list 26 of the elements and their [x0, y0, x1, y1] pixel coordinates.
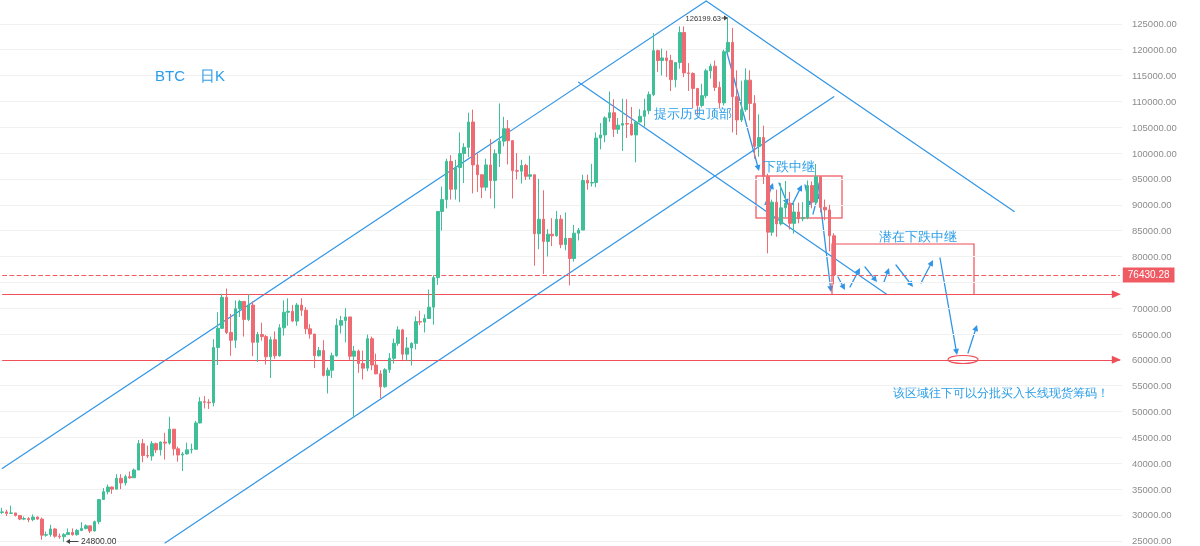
y-tick-label: 125000.00: [1132, 18, 1177, 30]
y-tick-label: 45000.00: [1132, 431, 1172, 443]
y-tick-label: 110000.00: [1132, 95, 1177, 107]
y-tick-label: 115000.00: [1132, 69, 1177, 81]
annotation: 潜在下跌中继: [879, 228, 957, 244]
annotation: 该区域往下可以分批买入长线现货筹码！: [893, 386, 1109, 400]
annotation: 24800.00: [81, 535, 117, 546]
y-tick-label: 90000.00: [1132, 199, 1172, 211]
text: BTC 日K: [155, 67, 226, 84]
y-tick-label: 50000.00: [1132, 406, 1172, 418]
y-tick-label: 30000.00: [1132, 509, 1172, 521]
y-tick-label: 25000.00: [1132, 535, 1172, 546]
y-tick-label: 35000.00: [1132, 483, 1172, 495]
y-tick-label: 100000.00: [1132, 147, 1177, 159]
y-tick-label: 85000.00: [1132, 225, 1172, 237]
ref-line-label: 76430.28: [1127, 269, 1170, 281]
y-tick-label: 70000.00: [1132, 302, 1172, 314]
y-tick-label: 55000.00: [1132, 380, 1172, 392]
y-tick-label: 105000.00: [1132, 121, 1177, 133]
y-tick-label: 65000.00: [1132, 328, 1172, 340]
y-tick-label: 40000.00: [1132, 457, 1172, 469]
y-tick-label: 80000.00: [1132, 250, 1172, 262]
y-tick-label: 120000.00: [1132, 44, 1177, 56]
y-tick-label: 95000.00: [1132, 173, 1172, 185]
y-tick-label: 60000.00: [1132, 354, 1172, 366]
annotation: 提示历史顶部: [654, 105, 732, 121]
